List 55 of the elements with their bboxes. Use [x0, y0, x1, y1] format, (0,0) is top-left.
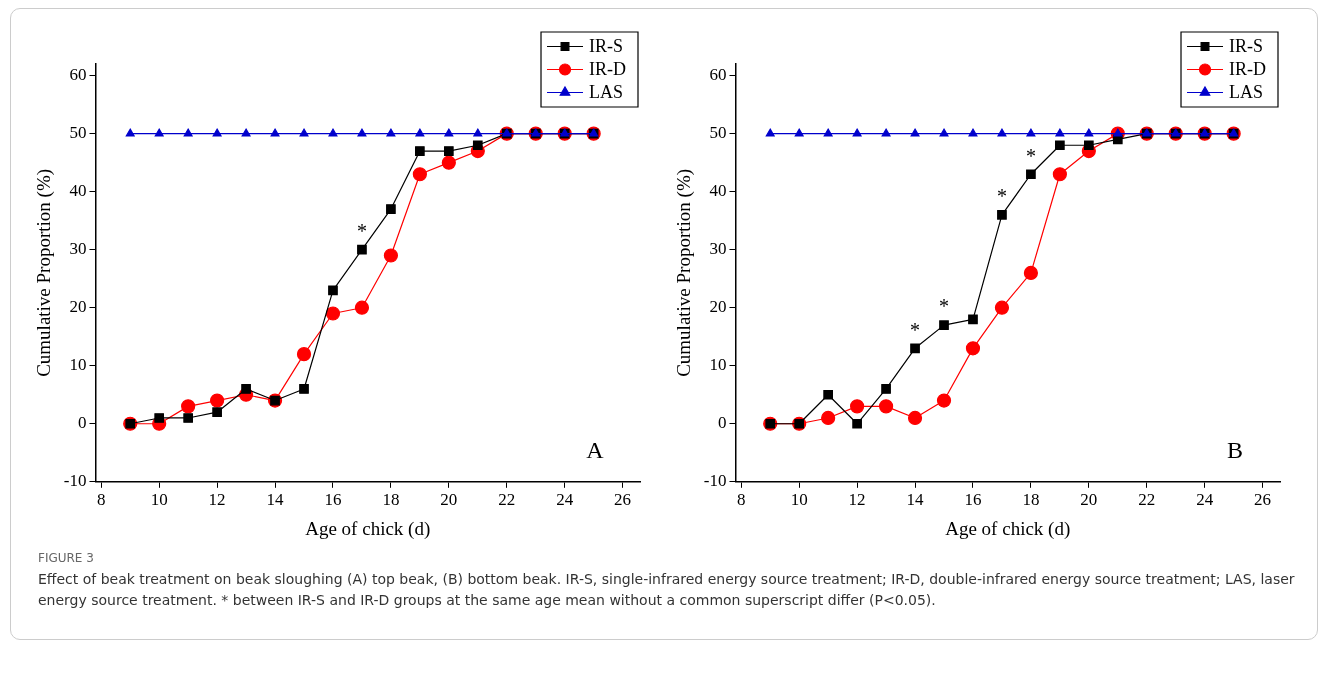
x-tick-label: 20 — [1080, 490, 1098, 510]
caption: FIGURE 3 — [38, 551, 95, 565]
x-tick-label: 12 — [848, 490, 866, 510]
x-tick-label: 26 — [614, 490, 632, 510]
y-tick-label: 60 — [69, 65, 87, 85]
text: Effect of beak treatment on beak sloughing (A) top beak, (B) bottom beak. IR-S, single-infrared energy source treatment; IR-D, double-infrared energy source treatment; LAS, laser energy source treatment. * between IR-S and IR-D groups at the same age mean without a common superscript differ (P<0.05). — [38, 570, 1296, 610]
annotation: * — [910, 318, 921, 341]
y-tick-label: 40 — [69, 181, 87, 201]
y-tick-label: -10 — [63, 471, 87, 491]
y-tick-label: 30 — [709, 239, 727, 259]
x-tick-label: 10 — [790, 490, 808, 510]
legend-label: IR-S — [589, 36, 624, 57]
x-tick-label: 22 — [498, 490, 516, 510]
y-tick-label: 0 — [77, 413, 87, 433]
annotation: * — [1025, 144, 1036, 167]
legend-label: LAS — [589, 82, 624, 103]
annotation: * — [939, 295, 950, 318]
x-tick-label: 8 — [737, 490, 746, 510]
x-tick-label: 24 — [556, 490, 574, 510]
x-axis-title: Age of chick (d) — [305, 517, 431, 540]
x-tick-label: 18 — [1022, 490, 1040, 510]
y-tick-label: 10 — [709, 355, 727, 375]
y-tick-label: 20 — [69, 297, 87, 317]
annotation: * — [356, 219, 367, 242]
annotation: * — [996, 185, 1007, 208]
legend-label: IR-S — [1229, 36, 1264, 57]
legend-label: LAS — [1229, 82, 1264, 103]
y-tick-label: 10 — [69, 355, 87, 375]
annotation: B — [1226, 437, 1244, 464]
y-tick-label: 20 — [709, 297, 727, 317]
y-axis-title: Cumulative Proportion (%) — [33, 168, 56, 377]
y-tick-label: 40 — [709, 181, 727, 201]
x-tick-label: 18 — [382, 490, 400, 510]
x-tick-label: 14 — [266, 490, 285, 510]
legend-label: IR-D — [1229, 59, 1267, 80]
legend-label: IR-D — [589, 59, 627, 80]
x-tick-label: 26 — [1254, 490, 1272, 510]
x-tick-label: 12 — [208, 490, 226, 510]
y-tick-label: 60 — [709, 65, 727, 85]
y-tick-label: 50 — [709, 123, 727, 143]
x-tick-label: 16 — [324, 490, 342, 510]
x-tick-label: 22 — [1138, 490, 1156, 510]
y-tick-label: -10 — [703, 471, 727, 491]
y-tick-label: 50 — [69, 123, 87, 143]
x-tick-label: 8 — [97, 490, 106, 510]
y-axis-title: Cumulative Proportion (%) — [673, 168, 696, 377]
y-tick-label: 30 — [69, 239, 87, 259]
x-tick-label: 14 — [906, 490, 925, 510]
x-tick-label: 20 — [440, 490, 458, 510]
y-tick-label: 0 — [717, 413, 727, 433]
x-tick-label: 10 — [150, 490, 168, 510]
annotation: A — [586, 437, 605, 464]
x-tick-label: 16 — [964, 490, 982, 510]
x-axis-title: Age of chick (d) — [945, 517, 1071, 540]
x-tick-label: 24 — [1196, 490, 1214, 510]
